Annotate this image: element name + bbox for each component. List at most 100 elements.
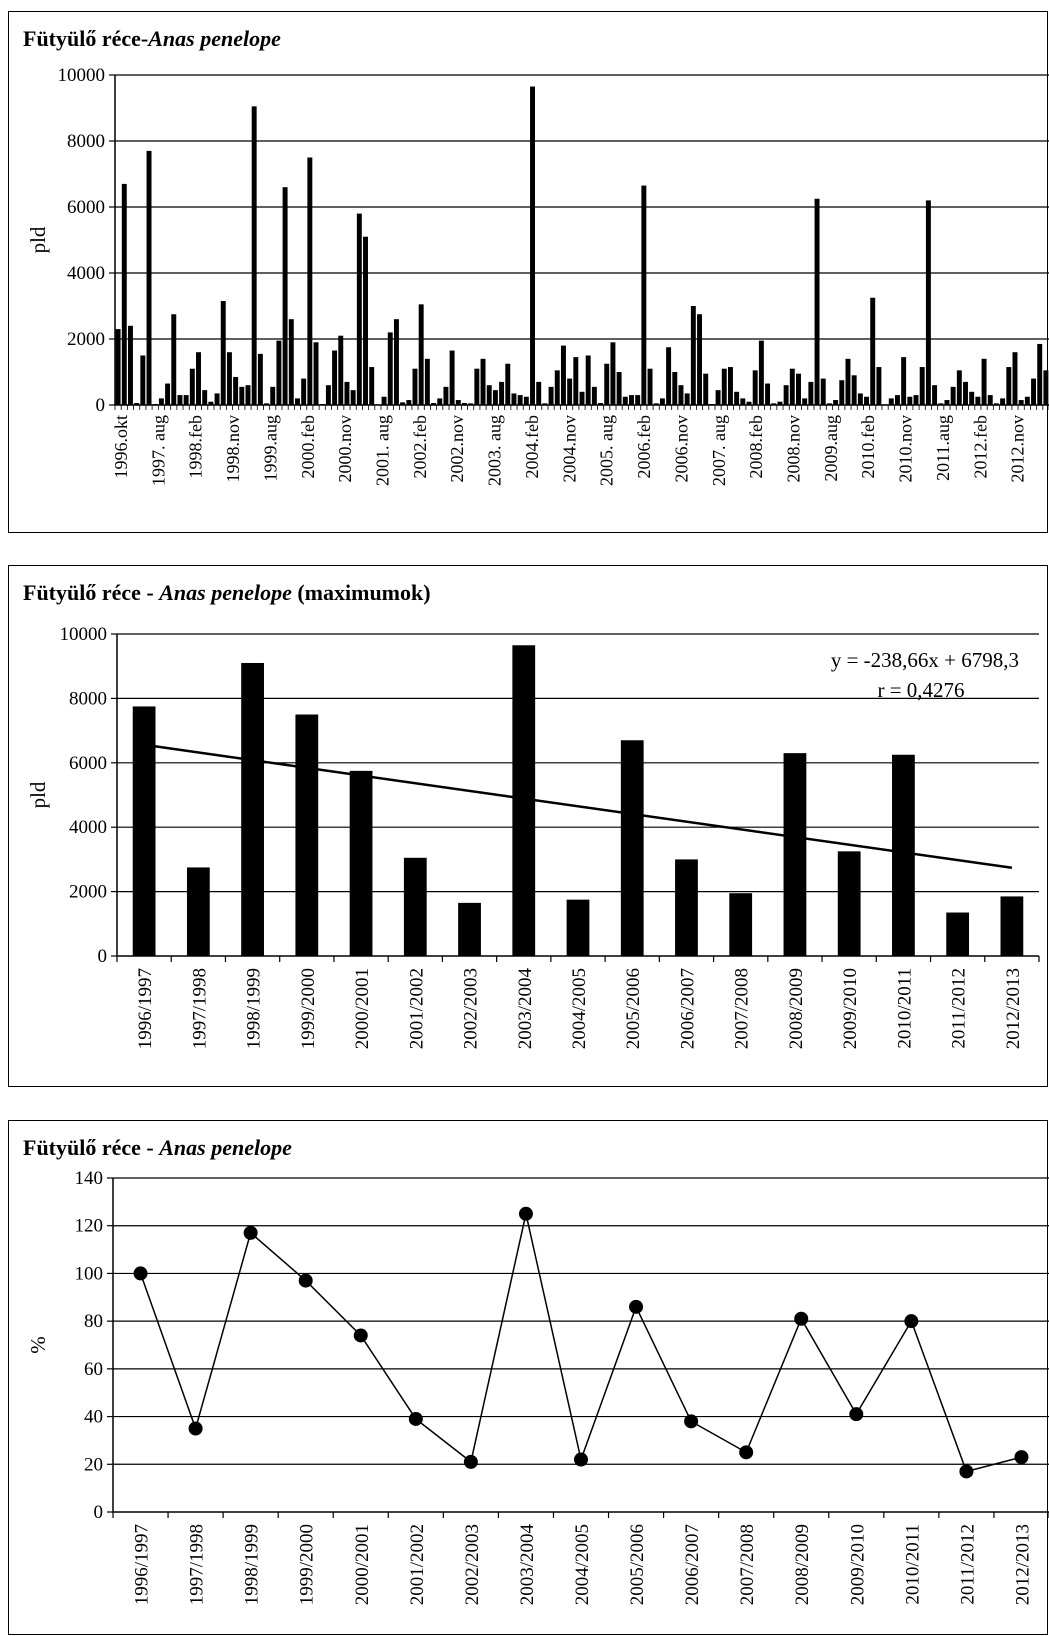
x-tick-label: 2011.aug xyxy=(933,415,953,481)
bar xyxy=(566,899,590,956)
x-tick-label: 2003/2004 xyxy=(517,1524,538,1606)
data-point xyxy=(959,1464,974,1479)
bar xyxy=(620,740,644,956)
bar xyxy=(468,403,474,405)
x-tick-label: 2007. aug xyxy=(709,415,729,486)
bar xyxy=(512,645,536,956)
bar xyxy=(403,857,427,956)
bar xyxy=(771,403,777,405)
bar xyxy=(158,398,164,405)
data-point xyxy=(463,1454,478,1469)
bar xyxy=(542,403,548,405)
chart-title-prefix: Fütyülő réce - xyxy=(23,580,160,605)
bar xyxy=(458,902,481,956)
x-tick-label: 2000/2001 xyxy=(352,968,373,1049)
bar xyxy=(186,867,210,956)
bar xyxy=(325,385,331,405)
bar xyxy=(729,893,753,956)
bar xyxy=(505,363,511,405)
x-tick-label: 2001/2002 xyxy=(407,1524,428,1605)
x-tick-label: 2006/2007 xyxy=(677,968,698,1049)
y-tick-label: 10000 xyxy=(60,624,108,645)
x-tick-label: 2007/2008 xyxy=(732,968,753,1049)
data-point xyxy=(408,1411,423,1426)
trendline xyxy=(143,743,1013,869)
bar xyxy=(146,150,152,405)
y-tick-label: 60 xyxy=(84,1359,103,1380)
x-tick-label: 2009/2010 xyxy=(840,968,861,1049)
x-tick-label: 1999/2000 xyxy=(298,968,319,1049)
y-tick-label: 8000 xyxy=(69,688,107,709)
bar xyxy=(424,358,430,405)
bar xyxy=(567,378,573,405)
bar xyxy=(672,372,678,405)
y-tick-label: 6000 xyxy=(67,197,105,218)
chart-panel-maxima: Fütyülő réce - Anas penelope (maximumok)… xyxy=(8,565,1048,1087)
x-tick-label: 2000/2001 xyxy=(352,1524,373,1605)
monthly-bar-chart: 0 2000 4000 6000 8000 10000 pld 1996.okt 1997. a… xyxy=(26,65,1049,486)
bar xyxy=(245,385,251,405)
chart-title-prefix: Fütyülő réce- xyxy=(23,26,149,51)
x-tick-label: 1999/2000 xyxy=(297,1524,318,1605)
bar xyxy=(165,383,171,405)
bar xyxy=(530,86,535,406)
bar xyxy=(220,301,226,405)
y-tick-label: 8000 xyxy=(67,131,105,152)
data-point xyxy=(739,1445,754,1460)
data-point xyxy=(629,1299,644,1314)
bar xyxy=(622,396,628,405)
x-tick-label: 2005. aug xyxy=(597,415,617,486)
bar xyxy=(406,400,412,405)
bar xyxy=(837,851,861,956)
x-tick-label: 2012.feb xyxy=(970,415,990,478)
percent-line-chart: 0 20 40 60 80 100 120 140% 1996/1997 1997/1998 199… xyxy=(26,1168,1049,1606)
bar xyxy=(585,355,591,405)
bar xyxy=(616,372,622,405)
bar xyxy=(276,340,282,405)
x-tick-label: 2004/2005 xyxy=(572,1524,593,1605)
bar xyxy=(301,378,307,405)
x-tick-label: 2006/2007 xyxy=(682,1524,703,1605)
x-tick-label: 2005/2006 xyxy=(623,968,644,1049)
bar xyxy=(598,403,604,405)
bar xyxy=(381,396,387,405)
bar xyxy=(387,332,393,405)
x-tick-label: 2008/2009 xyxy=(792,1524,813,1605)
bar xyxy=(294,398,300,405)
chart-panel-monthly: Fütyülő réce-Anas penelope 0 2000 4000 6000… xyxy=(8,11,1049,533)
bar xyxy=(888,398,894,405)
bar xyxy=(214,393,220,405)
x-tick-label: 2009.aug xyxy=(821,415,841,482)
data-point xyxy=(133,1266,148,1281)
bar xyxy=(591,386,597,405)
bar xyxy=(647,368,653,405)
bar xyxy=(208,401,214,405)
bar xyxy=(241,662,264,956)
data-point xyxy=(1014,1450,1029,1465)
y-tick-label: 80 xyxy=(84,1311,103,1332)
data-point xyxy=(574,1452,588,1467)
bar xyxy=(202,390,208,405)
bar xyxy=(474,368,480,405)
bar xyxy=(697,314,702,405)
y-tick-label: 0 xyxy=(96,395,106,416)
bar xyxy=(925,200,931,405)
y-axis-title: pld xyxy=(26,226,50,253)
chart-title-species: Anas penelope xyxy=(148,26,281,51)
bar xyxy=(319,404,325,405)
bar xyxy=(196,352,201,405)
x-tick-label: 2012.nov xyxy=(1008,415,1028,483)
bar xyxy=(802,398,808,405)
bar xyxy=(981,358,987,405)
bar xyxy=(462,403,467,405)
series-line xyxy=(139,1213,1022,1473)
x-tick-label: 1998/1999 xyxy=(242,1524,263,1605)
x-tick-label: 1996.okt xyxy=(111,415,131,479)
data-point xyxy=(188,1421,203,1436)
trend-equation: y = -238,66x + 6798,3 xyxy=(831,648,1019,672)
bar xyxy=(449,350,455,405)
x-tick-label: 2010/2011 xyxy=(902,1524,923,1605)
bar xyxy=(1043,370,1049,405)
y-tick-label: 4000 xyxy=(69,817,107,838)
y-tick-label: 6000 xyxy=(69,753,107,774)
